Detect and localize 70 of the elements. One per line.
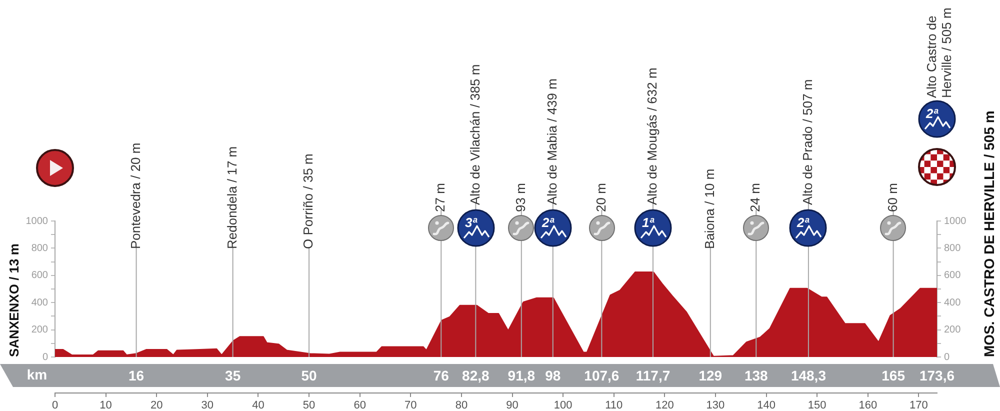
ref-line-label: O Porriño / 35 m: [300, 154, 316, 249]
x2-tick-label: 76: [433, 367, 450, 384]
x2-tick-label: 165: [882, 367, 906, 384]
y-tick-label: 800: [31, 242, 48, 254]
ref-line-label: 27 m: [432, 183, 448, 212]
x2-tick-label: 91,8: [508, 367, 536, 384]
y-tick-label: 0: [42, 352, 48, 363]
annotation: 1ª: [642, 215, 656, 230]
x-tick-label: 170: [910, 400, 928, 411]
mountain-icon: 2ª: [532, 208, 573, 248]
x-tick-label: 20: [150, 400, 163, 411]
ref-line-label: Alto de Prado / 507 m: [800, 79, 816, 205]
ref-line-label: Pontevedra / 20 m: [128, 142, 143, 249]
x-tick-label: 60: [354, 400, 366, 411]
y2-tick-label: 800: [944, 242, 962, 254]
mountain-icon: 2ª: [917, 99, 957, 139]
annotation: 3ª: [464, 215, 478, 230]
y2-tick-label: 0: [944, 352, 950, 363]
x-tick-label: 50: [302, 400, 316, 411]
ref-line-label: 60 m: [884, 183, 900, 212]
x-tick-label: 70: [404, 400, 417, 411]
x2-tick-label: 16: [128, 367, 144, 384]
text: Alto Castro de Herville / 505 m: [924, 8, 954, 98]
x-tick-label: 150: [808, 400, 826, 411]
x2-tick-label: 98: [545, 367, 561, 384]
ref-line-label: Alto de Vilachán / 385 m: [467, 64, 482, 205]
mountain-icon: 3ª: [456, 208, 496, 248]
x2-axis-title: km: [26, 366, 48, 382]
annotation: 2ª: [796, 215, 811, 230]
ref-line-label: Alto de Mabia / 439 m: [544, 78, 560, 205]
x2-tick-label: 173,6: [919, 367, 955, 384]
mountain-icon: 2ª: [788, 208, 828, 248]
y2-tick-label: 600: [944, 270, 962, 282]
y2-axis-title: MOS. CASTRO DE HERVILLE / 505 m: [980, 110, 997, 357]
y2-tick-label: 200: [944, 324, 962, 336]
ref-line-label: 20 m: [593, 183, 608, 212]
y-tick-label: 200: [31, 324, 48, 336]
x-tick-label: 120: [656, 400, 674, 411]
y2-tick-label: 400: [944, 297, 962, 308]
x2-tick-label: 82,8: [462, 367, 490, 384]
mountain-icon: 1ª: [632, 208, 673, 248]
x-tick-label: 100: [554, 400, 572, 411]
y-tick-label: 1000: [26, 216, 48, 227]
y-tick-label: 400: [31, 297, 48, 308]
x-tick-label: 40: [252, 400, 264, 411]
ref-line-label: 24 m: [748, 183, 763, 212]
x-tick-label: 130: [706, 400, 725, 411]
x-tick-label: 90: [506, 400, 518, 411]
x-tick-label: 30: [201, 400, 214, 411]
x2-tick-label: 129: [698, 367, 722, 384]
y-axis-title: SANXENXO / 13 m: [6, 244, 22, 357]
x2-tick-label: 35: [225, 367, 241, 384]
x2-tick-label: 50: [301, 367, 318, 384]
x-tick-label: 10: [100, 400, 112, 411]
ref-line-label: Baiona / 10 m: [702, 168, 717, 249]
x-tick-label: 140: [757, 400, 776, 411]
x-tick-label: 160: [858, 400, 878, 411]
x-tick-label: 80: [455, 400, 468, 411]
x2-tick-label: 107,6: [584, 367, 620, 384]
x-tick-label: 110: [605, 400, 623, 411]
ref-line-label: 93 m: [512, 183, 528, 212]
x2-tick-label: 138: [744, 367, 768, 384]
x-tick-label: 0: [52, 400, 58, 411]
annotation: 2ª: [540, 215, 556, 230]
ref-line-label: Redondela / 17 m: [224, 146, 240, 249]
x2-tick-label: 148,3: [790, 367, 826, 384]
y2-tick-label: 1000: [944, 216, 967, 227]
ref-line-label: Alto de Mougás / 632 m: [644, 68, 660, 205]
x2-tick-label: 117,7: [636, 367, 670, 384]
y-tick-label: 600: [31, 270, 48, 282]
